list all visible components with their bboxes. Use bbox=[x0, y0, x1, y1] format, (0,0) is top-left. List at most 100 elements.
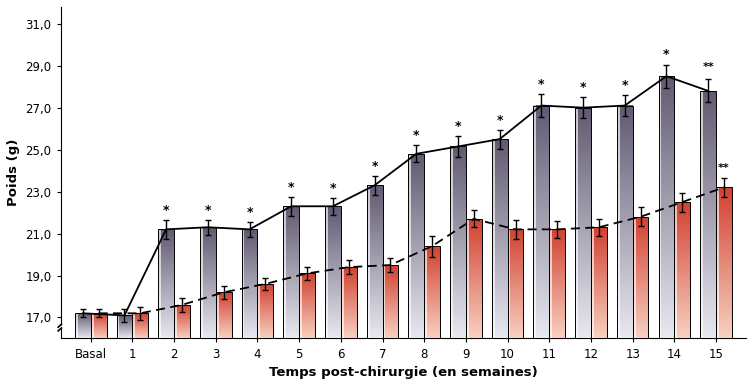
Bar bbox=[633, 287, 636, 289]
Bar bbox=[200, 309, 203, 311]
Bar bbox=[242, 288, 258, 290]
Bar bbox=[591, 265, 607, 266]
Bar bbox=[617, 324, 633, 327]
Bar bbox=[283, 214, 299, 215]
Bar bbox=[408, 165, 424, 167]
Bar bbox=[492, 308, 508, 311]
Bar bbox=[617, 168, 633, 171]
Bar bbox=[575, 220, 591, 223]
Bar bbox=[575, 274, 578, 276]
Bar bbox=[659, 120, 675, 124]
Bar bbox=[450, 313, 466, 315]
Bar bbox=[242, 321, 245, 322]
Bar bbox=[283, 318, 286, 320]
Bar bbox=[700, 224, 716, 227]
Bar bbox=[299, 313, 315, 315]
Bar bbox=[325, 248, 341, 250]
Bar bbox=[408, 244, 411, 246]
Bar bbox=[341, 324, 357, 325]
Bar bbox=[383, 279, 386, 280]
Bar bbox=[158, 240, 174, 241]
Bar bbox=[158, 230, 174, 232]
Bar bbox=[200, 235, 203, 236]
Bar bbox=[617, 119, 620, 122]
Bar bbox=[549, 295, 552, 296]
Text: *: * bbox=[288, 181, 294, 194]
Bar bbox=[450, 257, 453, 260]
Bar bbox=[533, 171, 549, 173]
Bar bbox=[659, 301, 661, 305]
Bar bbox=[549, 321, 552, 322]
Bar bbox=[466, 288, 469, 290]
Bar bbox=[633, 292, 636, 293]
Bar bbox=[283, 219, 299, 221]
Bar bbox=[367, 233, 370, 234]
Bar bbox=[424, 305, 427, 306]
Bar bbox=[258, 318, 273, 319]
Bar bbox=[383, 305, 386, 306]
Bar bbox=[325, 244, 328, 246]
Bar bbox=[283, 263, 286, 264]
Bar bbox=[283, 303, 299, 304]
Bar bbox=[466, 282, 469, 283]
Bar bbox=[466, 225, 469, 226]
Bar bbox=[617, 135, 620, 138]
Bar bbox=[466, 245, 482, 246]
Bar bbox=[659, 79, 661, 81]
Bar bbox=[591, 325, 594, 326]
Bar bbox=[575, 297, 591, 299]
Bar bbox=[533, 131, 536, 134]
Bar bbox=[424, 292, 440, 293]
Bar bbox=[216, 293, 218, 294]
Bar bbox=[117, 322, 120, 323]
Bar bbox=[575, 227, 578, 230]
Bar bbox=[424, 288, 427, 289]
Bar bbox=[533, 252, 549, 255]
Bar bbox=[367, 188, 383, 190]
Bar bbox=[283, 243, 299, 245]
Bar bbox=[242, 241, 258, 242]
Bar bbox=[325, 268, 341, 270]
Bar bbox=[200, 233, 203, 234]
Bar bbox=[575, 285, 591, 288]
Bar bbox=[533, 222, 549, 224]
Bar bbox=[659, 315, 661, 318]
Bar bbox=[158, 240, 161, 241]
Bar bbox=[242, 261, 258, 262]
Bar bbox=[200, 259, 203, 261]
Bar bbox=[675, 213, 677, 214]
Bar bbox=[174, 333, 177, 334]
Bar bbox=[675, 304, 677, 306]
Bar bbox=[158, 263, 174, 264]
Bar bbox=[325, 239, 328, 240]
Bar bbox=[675, 245, 677, 247]
Bar bbox=[700, 175, 716, 178]
Bar bbox=[90, 332, 106, 333]
Bar bbox=[466, 320, 469, 322]
Bar bbox=[533, 117, 536, 120]
Bar bbox=[408, 251, 411, 254]
Bar bbox=[242, 301, 258, 303]
Bar bbox=[424, 332, 427, 333]
Bar bbox=[158, 293, 161, 295]
Bar bbox=[283, 293, 299, 295]
Bar bbox=[325, 310, 341, 312]
Bar bbox=[242, 314, 245, 316]
Bar bbox=[299, 319, 302, 320]
Bar bbox=[383, 319, 398, 320]
Bar bbox=[575, 264, 591, 267]
Bar bbox=[617, 336, 620, 339]
Bar bbox=[675, 299, 691, 300]
Bar bbox=[117, 332, 120, 333]
Bar bbox=[299, 327, 315, 328]
Bar bbox=[549, 322, 565, 323]
Bar bbox=[466, 271, 469, 273]
Bar bbox=[133, 333, 136, 334]
Bar bbox=[700, 177, 703, 180]
Bar bbox=[549, 308, 552, 309]
Bar bbox=[117, 323, 120, 324]
Bar bbox=[492, 165, 495, 167]
Bar bbox=[591, 286, 607, 287]
Bar bbox=[383, 266, 386, 267]
Bar bbox=[700, 227, 716, 230]
